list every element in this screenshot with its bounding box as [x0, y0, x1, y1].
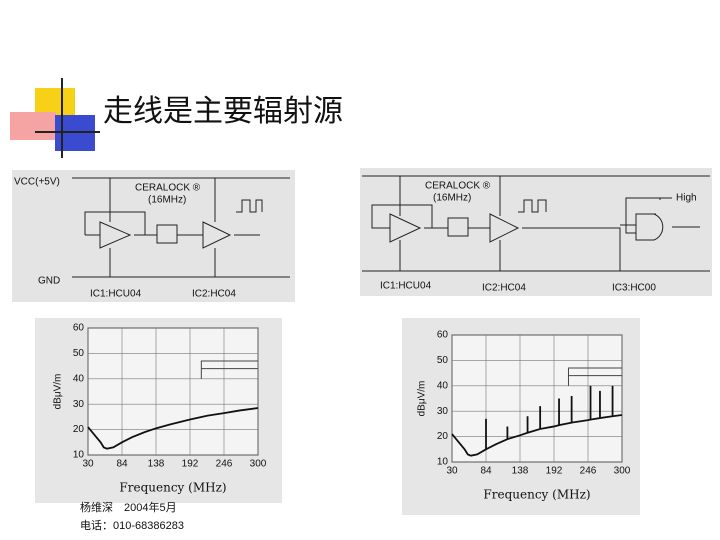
y-tick-label: 60: [73, 323, 85, 334]
y-tick-label: 40: [437, 380, 449, 391]
nand-gate: [635, 213, 664, 241]
y-tick-label: 10: [73, 450, 85, 461]
circuit-label: GND: [38, 276, 60, 287]
y-tick-label: 30: [73, 399, 85, 410]
series-line: [451, 385, 623, 457]
circuit-2: CERALOCK ® (16MHz) High IC1:HCU04 IC2:HC…: [360, 168, 712, 296]
x-axis-label: Frequency (MHz): [483, 488, 590, 502]
x-tick-label: 84: [116, 459, 128, 470]
y-tick-label: 20: [437, 431, 449, 442]
square-wave: [236, 199, 263, 213]
series-line: [567, 367, 622, 386]
circuit-bg: [12, 170, 295, 302]
circuit-bg: [360, 168, 712, 296]
footer-text: 电话：010-68386283: [80, 519, 184, 532]
footer-text: 杨维深 2004年5月: [80, 500, 177, 514]
x-tick-label: 192: [546, 466, 563, 477]
x-tick-label: 138: [512, 466, 529, 477]
square-wave: [518, 199, 547, 213]
circuit-label: (16MHz): [433, 193, 471, 204]
y-tick-label: 60: [437, 330, 449, 341]
plot-area: [451, 334, 623, 463]
wire: [625, 197, 661, 234]
y-tick-label: 50: [73, 348, 85, 359]
circuit-label: (16MHz): [148, 195, 186, 206]
y-tick-label: 10: [437, 457, 449, 468]
crystal: [156, 224, 178, 244]
x-tick-label: 246: [580, 466, 597, 477]
circuit-label: IC3:HC00: [612, 283, 656, 294]
plot-area: [87, 327, 259, 456]
y-tick-label: 50: [437, 355, 449, 366]
circuit-label: IC1:HCU04: [90, 289, 142, 300]
x-tick-label: 300: [614, 466, 631, 477]
deco-red: [10, 112, 56, 140]
circuit-label: IC2:HC04: [192, 289, 236, 300]
y-tick-label: 40: [73, 373, 85, 384]
circuit-label: IC2:HC04: [482, 283, 526, 294]
slide-title: 走线是主要辐射源: [103, 94, 343, 129]
x-tick-label: 30: [446, 466, 458, 477]
wire: [371, 204, 433, 229]
x-tick-label: 300: [250, 459, 267, 470]
x-tick-label: 192: [182, 459, 199, 470]
circuit-label: VCC(+5V): [14, 177, 60, 188]
y-axis-label: dBμV/m: [417, 381, 428, 417]
circuit-label: IC1:HCU04: [380, 281, 432, 292]
x-tick-label: 138: [148, 459, 165, 470]
circuit-1: VCC(+5V) CERALOCK ® (16MHz) GND IC1:HCU0…: [12, 170, 295, 302]
wire: [84, 211, 146, 235]
crystal: [447, 217, 469, 237]
x-tick-label: 30: [82, 459, 94, 470]
series-line: [200, 360, 258, 379]
y-axis-label: dBμV/m: [53, 374, 64, 410]
x-tick-label: 84: [480, 466, 492, 477]
y-tick-label: 20: [73, 424, 85, 435]
circuit-label: CERALOCK ®: [425, 181, 491, 192]
series-line: [87, 407, 259, 450]
wire: [522, 227, 621, 271]
x-axis-label: Frequency (MHz): [119, 481, 226, 495]
circuit-label: High: [676, 193, 697, 204]
x-tick-label: 246: [216, 459, 233, 470]
y-tick-label: 30: [437, 406, 449, 417]
circuit-label: CERALOCK ®: [135, 183, 201, 194]
